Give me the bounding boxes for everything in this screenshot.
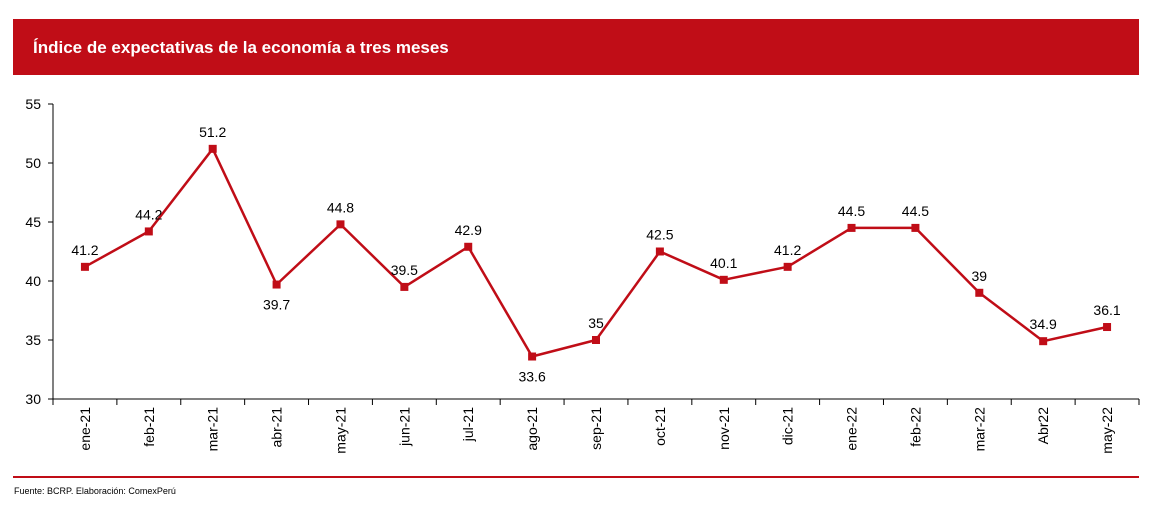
data-point-marker	[911, 223, 920, 232]
data-point-marker	[80, 262, 89, 271]
data-label: 34.9	[1030, 316, 1057, 332]
data-point-marker	[528, 352, 537, 361]
x-tick-label: dic-21	[780, 407, 796, 445]
data-point-marker	[144, 227, 153, 236]
x-tick-label: ene-22	[844, 407, 860, 451]
data-point-marker	[975, 288, 984, 297]
data-point-marker	[655, 247, 664, 256]
y-axis-ticks: 30 35 40 45 50 55	[25, 96, 53, 407]
data-point-marker	[847, 223, 856, 232]
y-tick-label: 35	[25, 332, 41, 348]
x-tick-label: Abr22	[1035, 407, 1051, 445]
title-banner: Índice de expectativas de la economía a …	[13, 19, 1139, 75]
data-point-marker	[592, 336, 600, 344]
source-note: Fuente: BCRP. Elaboración: ComexPerú	[14, 486, 176, 496]
data-label: 33.6	[518, 369, 545, 385]
x-tick-label: nov-21	[716, 407, 732, 450]
y-tick-label: 30	[25, 391, 41, 407]
y-tick-label: 55	[25, 96, 41, 112]
data-point-marker	[719, 275, 728, 284]
line-chart: 30 35 40 45 50 55 ene-21 feb-21 mar-21 abr-21 may…	[25, 96, 1140, 454]
data-label: 39.5	[391, 262, 418, 278]
x-tick-label: oct-21	[652, 407, 668, 446]
x-tick-label: feb-21	[141, 407, 157, 447]
chart-title: Índice de expectativas de la economía a …	[33, 38, 449, 57]
x-axis-ticks: ene-21 feb-21 mar-21 abr-21 may-21 jun-21 jul-…	[52, 399, 1140, 454]
data-point-marker	[272, 280, 281, 289]
y-tick-label: 45	[25, 214, 41, 230]
footer-divider	[13, 476, 1139, 478]
x-tick-label: feb-22	[907, 407, 923, 447]
data-label: 44.2	[135, 206, 162, 222]
x-tick-label: sep-21	[588, 407, 604, 450]
data-point-marker	[783, 262, 792, 271]
x-tick-label: abr-21	[269, 407, 285, 448]
axes	[52, 104, 1139, 400]
data-label: 44.5	[902, 203, 929, 219]
data-point-marker	[1103, 323, 1112, 332]
data-label: 41.2	[774, 242, 801, 258]
data-label: 44.5	[838, 203, 865, 219]
x-tick-label: may-22	[1099, 407, 1115, 454]
x-tick-label: mar-21	[205, 407, 221, 452]
y-tick-label: 50	[25, 155, 41, 171]
series	[80, 144, 1112, 361]
data-label: 42.9	[455, 222, 482, 238]
data-point-marker	[336, 220, 345, 229]
data-label: 35	[588, 315, 604, 331]
data-label: 39	[972, 268, 988, 284]
data-label: 40.1	[710, 255, 737, 271]
data-label: 42.5	[646, 227, 673, 243]
x-tick-label: may-21	[332, 407, 348, 454]
x-tick-label: ago-21	[524, 407, 540, 451]
y-tick-label: 40	[25, 273, 41, 289]
data-point-marker	[464, 242, 473, 251]
x-tick-label: mar-22	[971, 407, 987, 452]
data-point-marker	[400, 282, 409, 291]
data-point-marker	[1039, 337, 1048, 346]
data-point-marker	[208, 144, 217, 153]
data-label: 39.7	[263, 297, 290, 313]
x-tick-label: ene-21	[77, 407, 93, 451]
data-label: 41.2	[71, 242, 98, 258]
data-label: 36.1	[1093, 302, 1120, 318]
x-tick-label: jul-21	[460, 407, 476, 442]
data-labels: 41.2 44.2 51.2 39.7 44.8 39.5 42.9 33.6 35 42.5 40…	[71, 124, 1121, 385]
data-label: 44.8	[327, 199, 354, 215]
data-label: 51.2	[199, 124, 226, 140]
x-tick-label: jun-21	[396, 407, 412, 447]
